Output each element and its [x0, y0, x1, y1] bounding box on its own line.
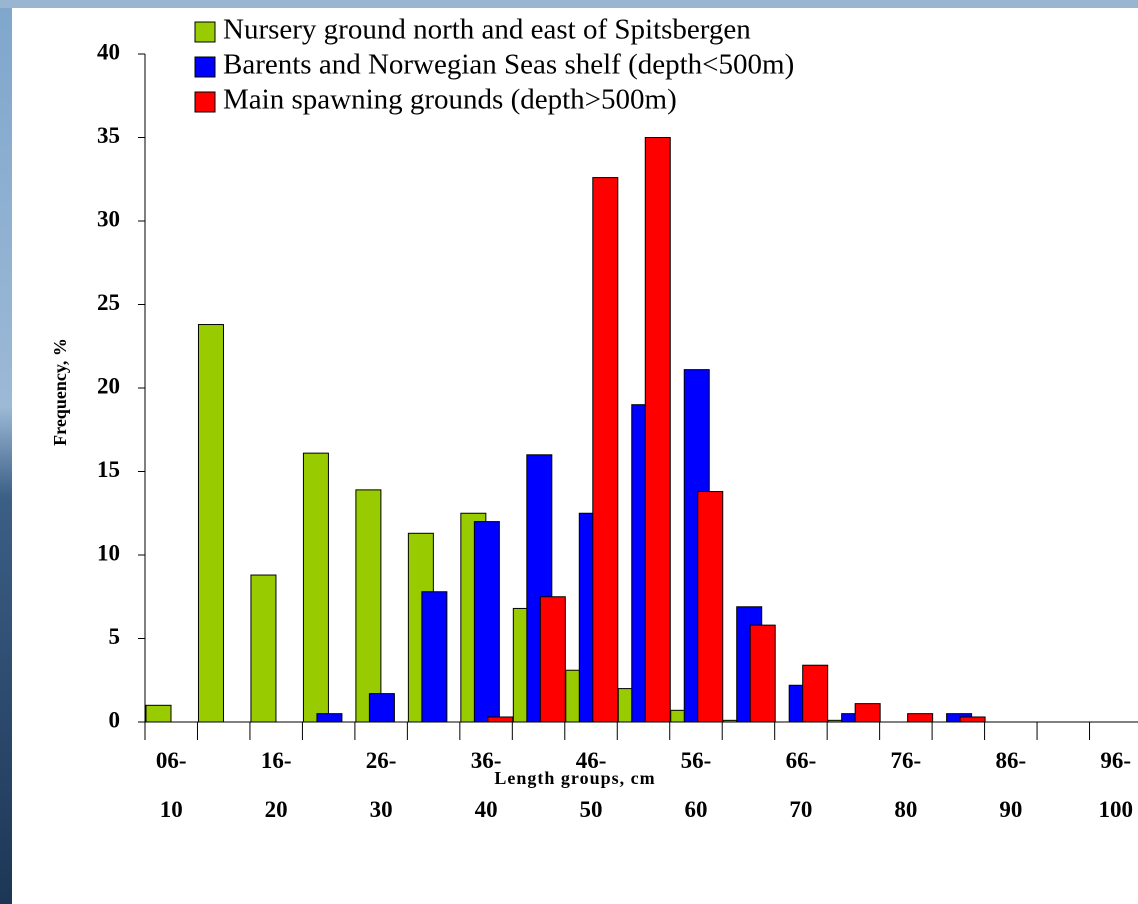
x-tick-label: 26- 30 [366, 748, 397, 822]
bar [749, 624, 776, 723]
bar [355, 489, 382, 723]
x-tick-label-line: 66- [786, 748, 817, 773]
x-tick-label: 06- 10 [156, 748, 187, 822]
bar [145, 704, 172, 723]
bar [854, 703, 881, 723]
x-tick-label-line: 50 [580, 797, 603, 822]
x-tick-label-line: 26- [366, 748, 397, 773]
x-tick-label-line: 06- [156, 748, 187, 773]
bar [473, 521, 500, 723]
y-axis-title: Frequency, % [50, 338, 70, 446]
x-tick-label-line: 46- [576, 748, 607, 773]
x-tick-label-line: 16- [261, 748, 292, 773]
x-tick-label-line: 10 [160, 797, 183, 822]
x-tick-label: 16- 20 [261, 748, 292, 822]
x-tick-label: 86- 90 [995, 748, 1026, 822]
y-tick-label: 5 [109, 624, 121, 649]
x-tick-label-line: 80 [894, 797, 917, 822]
top-band [0, 0, 1138, 8]
x-axis-title: Length groups, cm [494, 768, 655, 788]
bar [959, 716, 986, 723]
bar [316, 713, 343, 723]
y-tick-label: 15 [97, 457, 120, 482]
bar [197, 324, 224, 723]
x-tick-label: 56- 60 [681, 748, 712, 822]
legend-swatch [194, 56, 216, 78]
y-tick-label: 25 [97, 290, 120, 315]
x-tick-label: 96- 100 [1099, 748, 1134, 822]
x-tick-label-line: 56- [681, 748, 712, 773]
x-tick-label-line: 90 [999, 797, 1022, 822]
y-tick-label: 40 [97, 39, 120, 64]
legend-label: Main spawning grounds (depth>500m) [223, 84, 677, 116]
y-tick-label: 20 [97, 373, 120, 398]
legend-swatch [194, 21, 216, 43]
y-tick-label: 0 [109, 707, 121, 732]
bar [250, 574, 277, 723]
y-tick-label: 10 [97, 540, 120, 565]
bar [487, 716, 514, 723]
x-tick-label-line: 86- [995, 748, 1026, 773]
bar [802, 664, 829, 723]
x-tick-label-line: 76- [891, 748, 922, 773]
bar [907, 713, 934, 723]
x-tick-label-line: 70 [789, 797, 812, 822]
legend-label: Nursery ground north and east of Spitsbe… [223, 14, 751, 46]
bar [368, 693, 395, 723]
x-tick-label: 66- 70 [786, 748, 817, 822]
x-tick-label-line: 20 [265, 797, 288, 822]
x-tick-label-line: 60 [684, 797, 707, 822]
y-tick-label: 35 [97, 123, 120, 148]
bar [302, 452, 329, 723]
x-tick-label-line: 30 [370, 797, 393, 822]
bar [644, 137, 671, 723]
bar [421, 591, 448, 723]
x-tick-label-line: 40 [475, 797, 498, 822]
legend-label: Barents and Norwegian Seas shelf (depth<… [223, 49, 794, 81]
x-tick-label: 36- 40 [471, 748, 502, 822]
bar [697, 491, 724, 723]
bar [539, 596, 566, 723]
x-tick-label-line: 36- [471, 748, 502, 773]
x-tick-label-line: 100 [1099, 797, 1134, 822]
y-tick-label: 30 [97, 206, 120, 231]
x-tick-label: 76- 80 [891, 748, 922, 822]
x-tick-label: 46- 50 [576, 748, 607, 822]
legend-swatch [194, 91, 216, 113]
bar [592, 177, 619, 723]
x-tick-label-line: 96- [1100, 748, 1131, 773]
